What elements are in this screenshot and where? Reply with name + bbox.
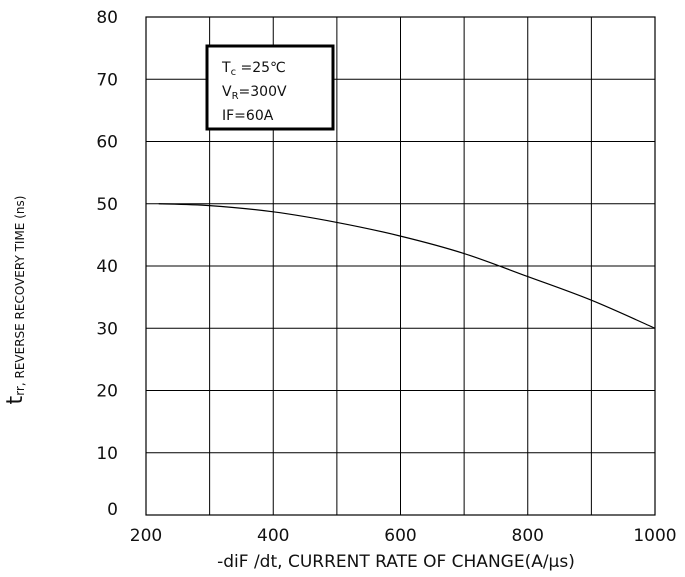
y-tick-label: 50 <box>96 195 118 215</box>
x-tick-label: 600 <box>384 526 416 546</box>
x-tick-labels: 200 400 600 800 1000 <box>130 526 677 546</box>
annotation-box: Tc =25℃ VR=300V IF=60A <box>205 44 335 131</box>
y-tick-labels: 0 10 20 30 40 50 60 70 80 <box>96 8 118 520</box>
y-axis-label: trr, REVERSE RECOVERY TIME (ns) <box>3 196 28 405</box>
y-axis-label-main: t <box>3 395 28 404</box>
annotation-line-current: IF=60A <box>222 108 274 124</box>
annotation-line-temperature: Tc =25℃ <box>221 60 286 78</box>
y-tick-label: 30 <box>96 319 118 339</box>
y-axis-label-sub: rr, REVERSE RECOVERY TIME (ns) <box>13 196 27 396</box>
grid <box>146 17 655 515</box>
series-line <box>158 203 656 329</box>
svg-text:trr, REVERSE RECOVERY TIME (ns: trr, REVERSE RECOVERY TIME (ns) <box>3 196 28 405</box>
x-axis-label: -diF /dt, CURRENT RATE OF CHANGE(A/μs) <box>217 552 575 572</box>
y-tick-label: 0 <box>107 500 118 520</box>
y-tick-label: 60 <box>96 133 118 153</box>
plot-frame <box>145 16 656 516</box>
annotation-line-voltage: VR=300V <box>222 84 287 102</box>
y-tick-label: 40 <box>96 257 118 277</box>
y-tick-label: 70 <box>96 70 118 90</box>
y-tick-label: 10 <box>96 444 118 464</box>
y-tick-label: 80 <box>96 8 118 28</box>
x-tick-label: 1000 <box>633 526 676 546</box>
y-tick-label: 20 <box>96 382 118 402</box>
series-layer <box>158 203 656 329</box>
x-tick-label: 800 <box>512 526 544 546</box>
x-tick-label: 200 <box>130 526 162 546</box>
x-tick-label: 400 <box>257 526 289 546</box>
